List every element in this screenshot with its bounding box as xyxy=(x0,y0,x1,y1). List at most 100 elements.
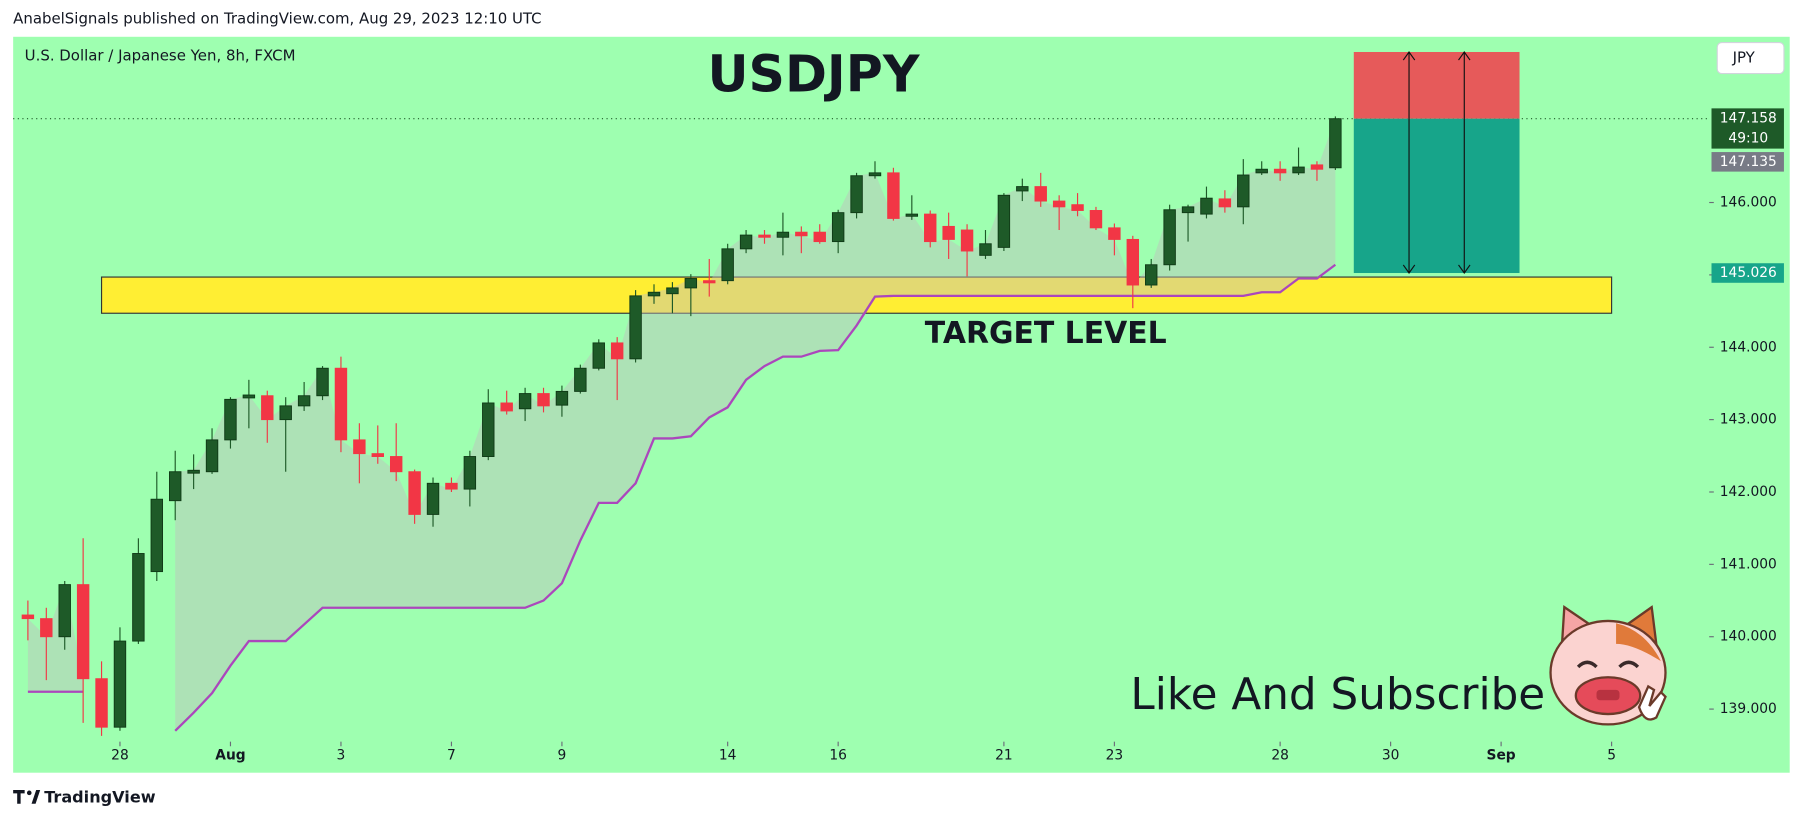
candle-body xyxy=(1200,197,1213,215)
cat-sticker xyxy=(1549,605,1667,726)
chart-title: USDJPY xyxy=(707,45,920,104)
candle-body xyxy=(21,614,35,620)
x-tick-label: 14 xyxy=(719,747,737,763)
candle-body xyxy=(224,398,237,441)
candle-body xyxy=(463,456,477,490)
candle-body xyxy=(132,553,145,642)
candle-body xyxy=(187,469,200,474)
candle-body xyxy=(1034,186,1047,202)
candle-body xyxy=(279,405,292,421)
symbol-info: U.S. Dollar / Japanese Yen, 8h, FXCM xyxy=(25,46,296,64)
candle-body xyxy=(297,395,311,407)
candle-body xyxy=(813,231,826,243)
candle-body xyxy=(426,482,440,515)
candle-body xyxy=(1255,168,1268,174)
candle-body xyxy=(40,618,53,638)
candle-body xyxy=(445,482,458,490)
candle-body xyxy=(758,234,771,238)
candle-body xyxy=(169,471,182,502)
candle-body xyxy=(997,194,1011,248)
candle-body xyxy=(1145,264,1158,286)
candle-body xyxy=(1126,238,1140,286)
candle-body xyxy=(1181,206,1195,214)
candle-body xyxy=(850,175,863,214)
candle-body xyxy=(574,367,587,392)
x-tick-label: 7 xyxy=(447,747,456,763)
candle-body xyxy=(776,231,790,238)
candle-body xyxy=(868,172,882,177)
target-price-box xyxy=(1711,263,1784,283)
candle-body xyxy=(389,456,403,473)
y-tick-label: 141.000 xyxy=(1720,556,1777,572)
target-zone-position xyxy=(1353,118,1520,274)
candle-body xyxy=(979,243,992,256)
candle-body xyxy=(353,439,366,455)
candle-body xyxy=(76,584,90,680)
candle-body xyxy=(739,234,753,250)
candle-body xyxy=(1052,200,1066,208)
publish-header: AnabelSignals published on TradingView.c… xyxy=(13,10,541,28)
candle-body xyxy=(95,678,108,728)
countdown-label: 49:10 xyxy=(1728,130,1768,146)
candle-body xyxy=(960,229,974,252)
candle-body xyxy=(629,295,642,360)
x-tick-label: 28 xyxy=(1271,747,1289,763)
candle-body xyxy=(113,640,127,728)
candle-body xyxy=(1163,209,1176,266)
candle-body xyxy=(905,213,919,217)
candle-body xyxy=(555,390,569,406)
candle-body xyxy=(58,584,71,638)
x-tick-label: 21 xyxy=(995,747,1013,763)
candle-body xyxy=(1016,186,1029,192)
footer-brand: TradingView xyxy=(44,788,156,807)
x-tick-label: 30 xyxy=(1382,747,1400,763)
currency-button[interactable] xyxy=(1716,41,1785,75)
candle-body xyxy=(1071,204,1084,211)
subscribe-annotation: Like And Subscribe xyxy=(1130,669,1545,720)
candle-body xyxy=(1237,174,1250,208)
bid-price-box xyxy=(1711,152,1784,172)
y-tick-label: 143.000 xyxy=(1720,412,1777,428)
candle-body xyxy=(205,439,219,473)
target-level-label: TARGET LEVEL xyxy=(925,316,1167,351)
candle-body xyxy=(500,402,513,412)
candle-body xyxy=(1108,227,1121,240)
candle-body xyxy=(592,342,605,369)
candle-body xyxy=(242,394,256,399)
candle-body xyxy=(316,367,329,397)
candle-body xyxy=(1273,168,1287,174)
candle-body xyxy=(408,471,421,515)
y-tick-label: 144.000 xyxy=(1720,339,1777,355)
candle-body xyxy=(924,213,937,243)
candle-body xyxy=(610,342,624,360)
candle-body xyxy=(261,395,274,421)
tradingview-logo xyxy=(13,789,41,804)
candle-body xyxy=(647,291,661,297)
chart-panel xyxy=(13,36,1790,773)
x-tick-label: Sep xyxy=(1487,747,1516,763)
candle-body xyxy=(482,402,495,457)
candle-body xyxy=(1329,118,1342,169)
candle-body xyxy=(150,498,164,573)
cloud-fill xyxy=(175,118,1336,731)
arrow-head xyxy=(1402,51,1416,274)
candle-body xyxy=(703,280,716,284)
candle-body xyxy=(721,248,734,282)
currency-label[interactable]: JPY xyxy=(1732,49,1756,67)
candle-body xyxy=(666,287,679,295)
candle-body xyxy=(537,393,550,407)
candle-body xyxy=(371,453,384,457)
x-tick-label: 16 xyxy=(829,747,847,763)
candle-body xyxy=(1089,210,1103,229)
candle-body xyxy=(795,231,808,237)
x-tick-label: 9 xyxy=(558,747,567,763)
x-tick-label: 3 xyxy=(337,747,346,763)
x-tick-label: 28 xyxy=(111,747,129,763)
bid-price-label: 147.135 xyxy=(1720,154,1777,170)
candle-body xyxy=(518,393,532,410)
stop-zone xyxy=(1353,51,1520,119)
y-tick-label: 146.000 xyxy=(1720,195,1777,211)
last-price-box xyxy=(1711,108,1784,149)
candle-body xyxy=(942,225,955,240)
